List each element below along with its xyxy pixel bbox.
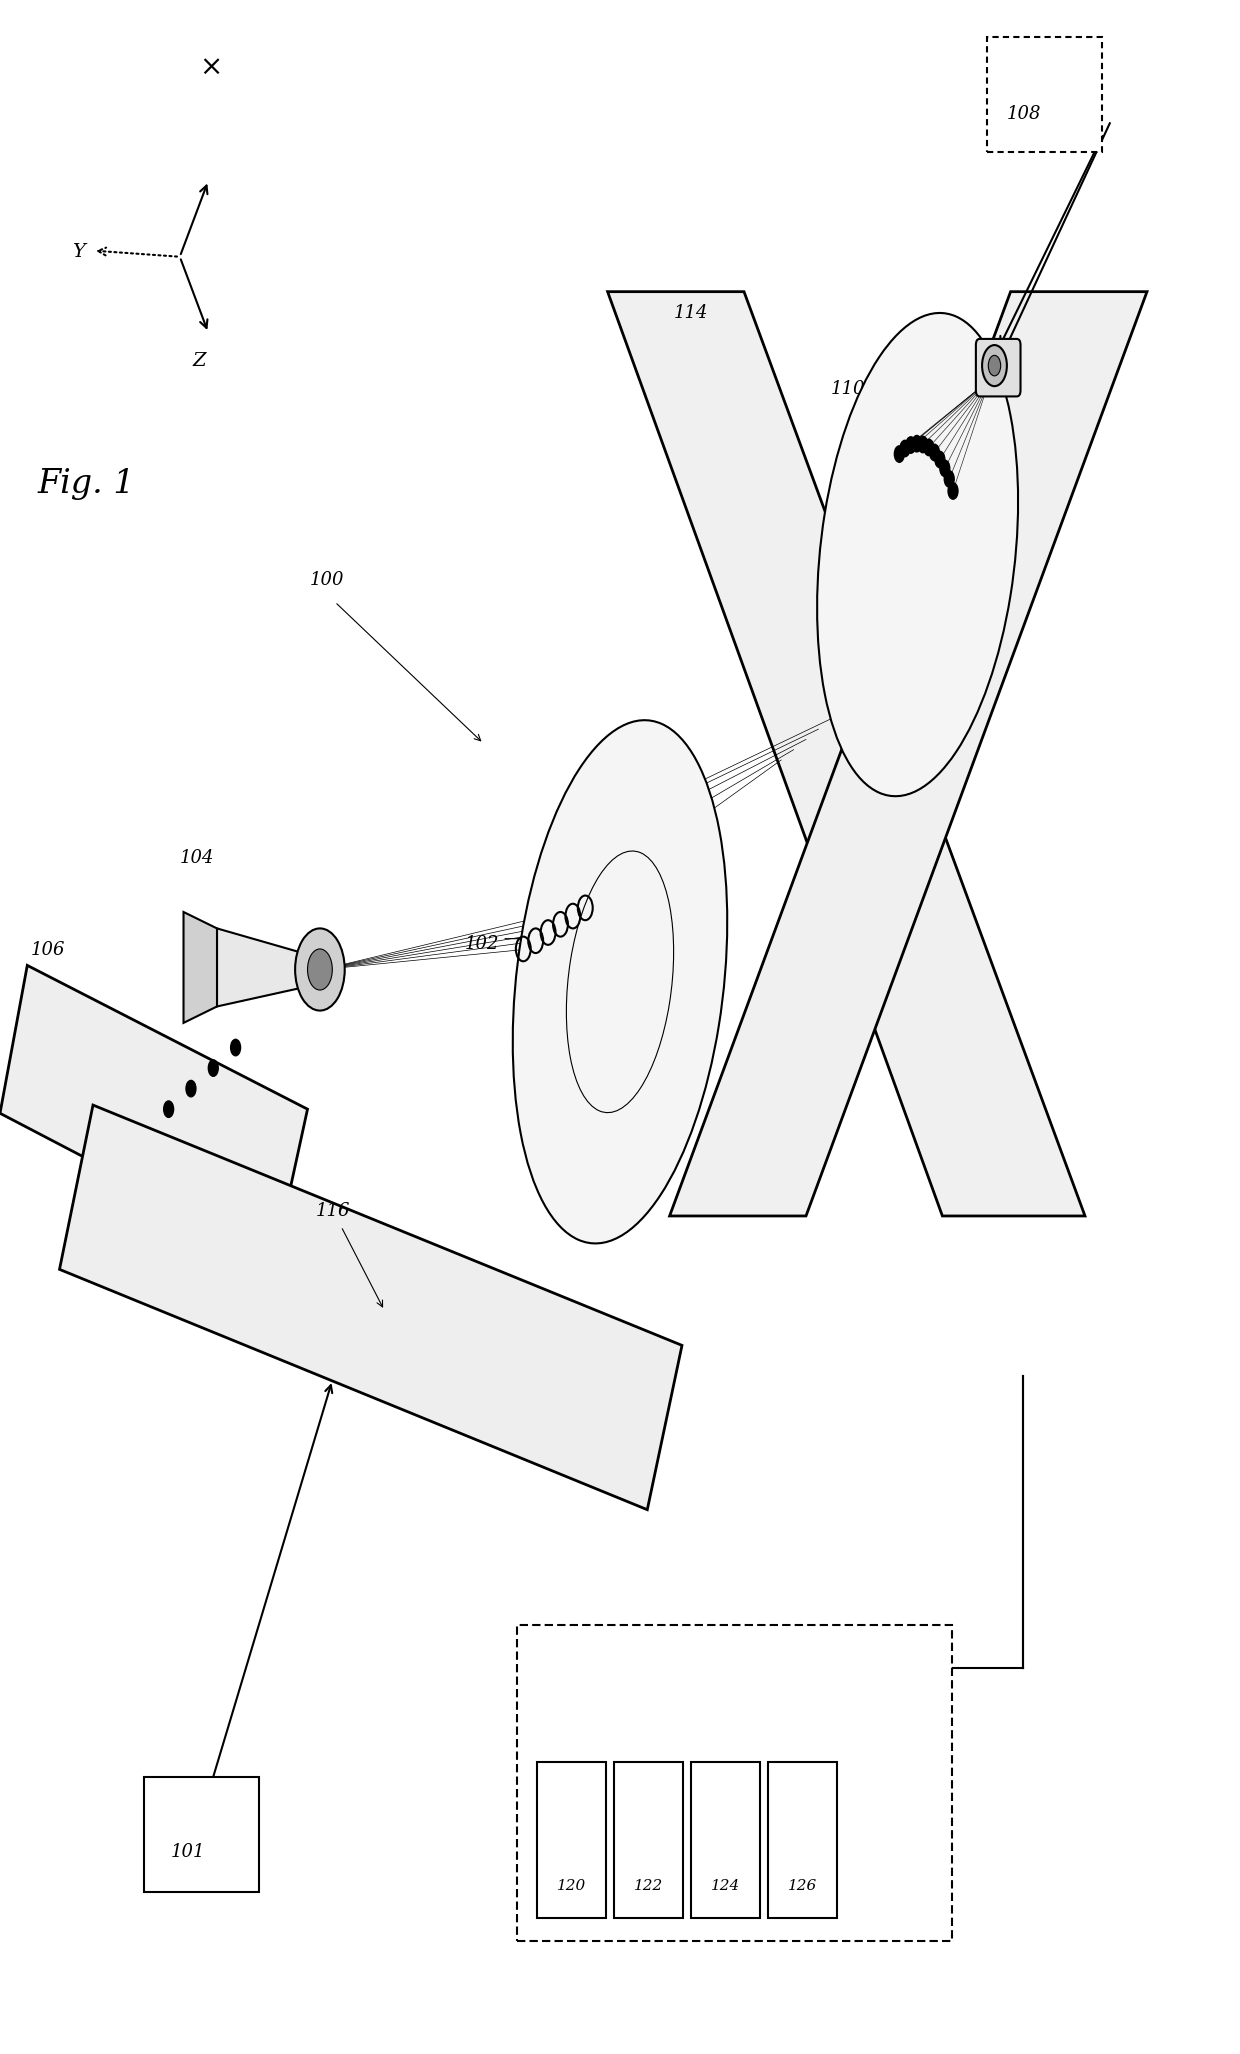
Circle shape <box>164 1101 174 1117</box>
Circle shape <box>308 949 332 990</box>
Text: 112: 112 <box>651 1089 686 1107</box>
Ellipse shape <box>817 312 1018 797</box>
Text: Y: Y <box>72 242 84 261</box>
Circle shape <box>911 435 921 452</box>
Text: 120: 120 <box>557 1879 587 1892</box>
Circle shape <box>930 444 940 460</box>
Text: ×: × <box>200 53 222 82</box>
Text: 100: 100 <box>310 571 345 589</box>
FancyBboxPatch shape <box>976 339 1021 396</box>
FancyBboxPatch shape <box>144 1777 259 1892</box>
FancyBboxPatch shape <box>987 37 1102 152</box>
Circle shape <box>988 355 1001 376</box>
Polygon shape <box>670 292 1147 1216</box>
Text: 106: 106 <box>31 941 66 959</box>
Text: 108: 108 <box>1007 105 1042 123</box>
FancyBboxPatch shape <box>537 1762 606 1918</box>
Text: 124: 124 <box>711 1879 740 1892</box>
Circle shape <box>906 438 916 454</box>
Text: 104: 104 <box>180 848 215 867</box>
Text: Fig. 1: Fig. 1 <box>37 468 135 499</box>
Text: 101: 101 <box>171 1842 206 1861</box>
Circle shape <box>208 1060 218 1076</box>
Polygon shape <box>0 965 308 1257</box>
Polygon shape <box>608 292 1085 1216</box>
Circle shape <box>940 460 950 477</box>
Text: 102: 102 <box>465 935 500 953</box>
Polygon shape <box>217 928 310 1006</box>
Circle shape <box>924 440 934 456</box>
Text: Z: Z <box>192 351 206 370</box>
Circle shape <box>949 483 959 499</box>
Text: 110: 110 <box>831 380 866 398</box>
Polygon shape <box>184 912 217 1023</box>
Circle shape <box>186 1080 196 1097</box>
Polygon shape <box>60 1105 682 1510</box>
Circle shape <box>900 440 910 456</box>
Text: 116: 116 <box>316 1202 351 1220</box>
Text: 126: 126 <box>787 1879 817 1892</box>
Circle shape <box>935 452 945 468</box>
FancyBboxPatch shape <box>517 1625 952 1941</box>
Text: 122: 122 <box>634 1879 663 1892</box>
Text: 128: 128 <box>722 1701 756 1719</box>
Text: 114: 114 <box>673 304 708 322</box>
Circle shape <box>295 928 345 1011</box>
Circle shape <box>982 345 1007 386</box>
FancyBboxPatch shape <box>614 1762 683 1918</box>
Circle shape <box>231 1039 241 1056</box>
Ellipse shape <box>512 721 728 1243</box>
Text: 118: 118 <box>620 1789 655 1808</box>
Circle shape <box>894 446 904 462</box>
FancyBboxPatch shape <box>691 1762 760 1918</box>
FancyBboxPatch shape <box>768 1762 837 1918</box>
Circle shape <box>945 470 955 487</box>
Circle shape <box>918 435 928 452</box>
